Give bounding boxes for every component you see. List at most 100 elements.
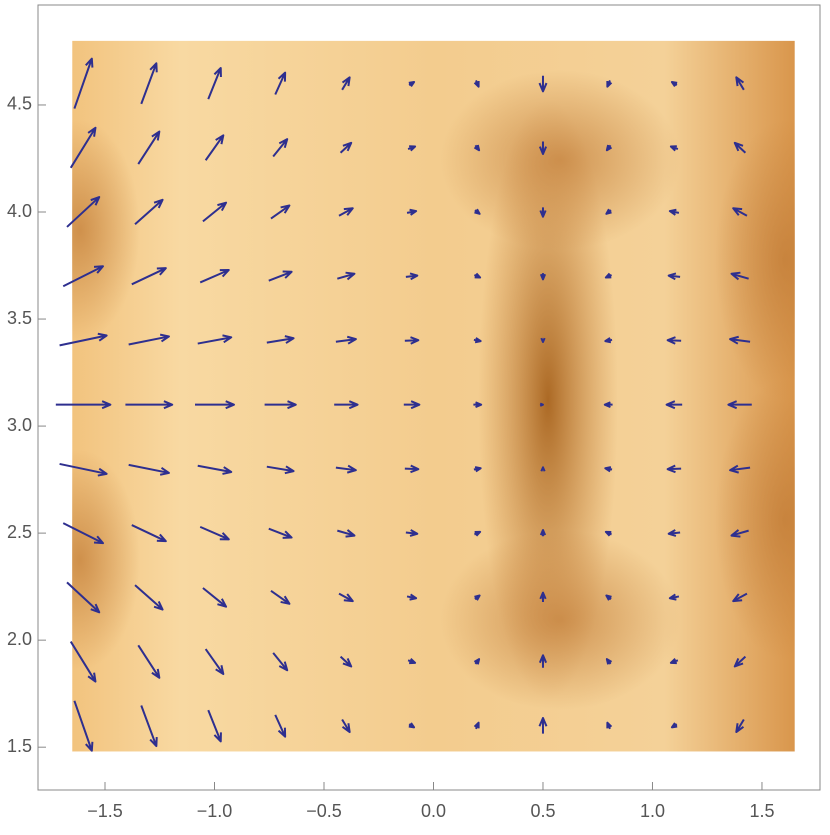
vector-arrow bbox=[606, 80, 613, 88]
vector-arrow bbox=[405, 529, 419, 537]
vector-arrow bbox=[730, 529, 749, 538]
vector-arrow bbox=[604, 466, 613, 473]
vector-arrow bbox=[270, 590, 291, 605]
vector-arrow bbox=[66, 196, 101, 228]
vector-arrow bbox=[735, 719, 745, 734]
vector-arrow bbox=[134, 584, 164, 611]
x-tick-label: −1.0 bbox=[197, 801, 233, 821]
x-tick-label: 1.0 bbox=[640, 801, 665, 821]
vector-arrow bbox=[406, 208, 418, 216]
vector-arrow bbox=[667, 272, 681, 281]
vector-arrow bbox=[204, 648, 225, 676]
y-tick-label: 2.5 bbox=[7, 522, 32, 542]
vector-arrow bbox=[669, 145, 679, 152]
vector-arrow bbox=[604, 272, 612, 279]
vector-arrow bbox=[603, 401, 613, 408]
vector-arrow bbox=[670, 722, 678, 729]
vector-arrow bbox=[197, 334, 233, 345]
vector-arrow bbox=[55, 400, 112, 410]
vector-arrow bbox=[407, 145, 417, 152]
vector-arrow bbox=[604, 530, 612, 537]
vector-arrow bbox=[605, 594, 612, 601]
vector-arrow bbox=[59, 462, 108, 477]
vector-arrow bbox=[140, 62, 158, 105]
vector-arrow bbox=[264, 400, 297, 410]
vector-arrow bbox=[539, 207, 547, 218]
vector-arrow bbox=[341, 76, 351, 91]
vector-arrow bbox=[473, 144, 481, 152]
vector-arrow bbox=[668, 208, 680, 216]
vector-arrow bbox=[407, 658, 417, 665]
vector-arrow bbox=[404, 464, 420, 474]
vector-arrow bbox=[605, 208, 612, 215]
vector-arrow bbox=[131, 267, 167, 286]
vector-arrow bbox=[338, 207, 354, 217]
vector-arrow bbox=[666, 336, 682, 345]
density-background bbox=[72, 40, 795, 752]
vector-arrow bbox=[137, 644, 161, 679]
vector-arrow bbox=[338, 592, 354, 603]
vector-arrow bbox=[473, 658, 481, 665]
vector-arrow bbox=[605, 658, 613, 665]
vector-arrow bbox=[405, 272, 419, 281]
y-tick-label: 3.0 bbox=[7, 415, 32, 435]
vector-arrow bbox=[473, 337, 482, 344]
vector-arrow bbox=[334, 400, 359, 410]
x-tick-label: 1.5 bbox=[749, 801, 774, 821]
vector-arrow bbox=[666, 464, 682, 474]
vector-arrow bbox=[735, 76, 745, 91]
vector-arrow bbox=[125, 400, 174, 410]
vector-arrow bbox=[604, 337, 613, 344]
vector-arrow bbox=[668, 593, 680, 601]
vector-arrow bbox=[474, 208, 481, 215]
vector-arrow bbox=[199, 525, 230, 541]
vector-arrow bbox=[732, 592, 748, 603]
vector-arrow bbox=[538, 654, 548, 668]
vector-arrow bbox=[337, 529, 356, 538]
vector-arrow bbox=[134, 198, 164, 225]
arrows bbox=[55, 57, 752, 752]
vector-arrow bbox=[272, 138, 289, 158]
vector-arrow bbox=[473, 401, 483, 408]
vector-arrow bbox=[266, 465, 295, 475]
vector-arrow bbox=[539, 273, 547, 281]
vector-arrow bbox=[272, 652, 289, 672]
vector-arrow bbox=[732, 207, 748, 217]
vector-arrow bbox=[207, 709, 222, 743]
vector-arrow bbox=[473, 466, 482, 473]
vector-arrow bbox=[727, 400, 752, 410]
vector-arrow bbox=[474, 594, 481, 601]
vector-arrow bbox=[335, 335, 357, 345]
vector-arrow bbox=[538, 716, 548, 734]
vector-arrow bbox=[59, 332, 108, 347]
vector-arrow bbox=[128, 333, 170, 346]
vector-arrow bbox=[730, 271, 749, 281]
x-tick-label: 0.5 bbox=[530, 801, 555, 821]
vector-arrow bbox=[540, 466, 546, 472]
vector-arrow bbox=[669, 658, 679, 665]
vector-arrow bbox=[404, 336, 420, 345]
vector-arrow bbox=[406, 593, 418, 601]
vector-arrow bbox=[540, 337, 546, 344]
vector-arrow bbox=[268, 527, 293, 539]
vector-arrow bbox=[69, 126, 97, 169]
vector-arrow bbox=[337, 271, 356, 281]
vector-arrow bbox=[733, 141, 747, 154]
vector-arrow bbox=[199, 268, 230, 284]
vector-arrow bbox=[729, 335, 751, 345]
vector-arrow bbox=[729, 464, 751, 474]
vector-arrow bbox=[131, 524, 167, 543]
y-tick-label: 4.5 bbox=[7, 94, 32, 114]
vector-arrow bbox=[339, 655, 353, 668]
vector-arrow bbox=[538, 75, 548, 93]
vector-arrow bbox=[538, 141, 548, 156]
vector-arrow bbox=[539, 528, 547, 537]
vector-arrow bbox=[733, 655, 747, 668]
vector-arrow bbox=[473, 721, 480, 730]
y-tick-label: 4.0 bbox=[7, 201, 32, 221]
vector-arrow bbox=[339, 141, 353, 154]
vector-arrow bbox=[140, 705, 158, 748]
x-tick-label: −1.5 bbox=[87, 801, 123, 821]
vector-arrow bbox=[539, 402, 544, 407]
